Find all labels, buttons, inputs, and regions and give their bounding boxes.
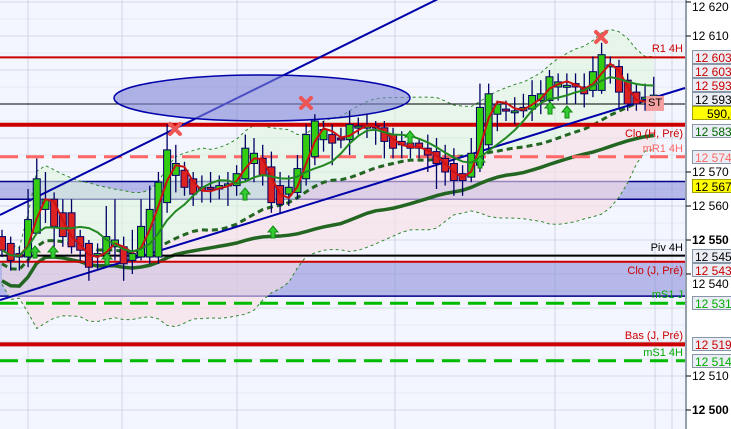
- price-label: 12 593,9: [692, 78, 731, 93]
- bollinger-lower-fill: [2, 99, 654, 329]
- level-tag: Bas (J, Pré): [624, 330, 683, 343]
- candle-body: [328, 134, 337, 144]
- candle-body: [536, 93, 545, 102]
- price-label: 12 545,4: [692, 248, 731, 263]
- price-label: 12 531,4: [692, 296, 731, 311]
- sell-signal-stroke: [299, 96, 313, 110]
- buy-arrow-icon: [28, 245, 42, 259]
- buy-arrow-icon: [238, 187, 252, 201]
- level-tag: R1 4H: [651, 43, 683, 56]
- price-label: 12 603,6: [692, 64, 731, 79]
- sell-signal-icon: [168, 122, 182, 136]
- buy-arrow-icon: [46, 245, 60, 259]
- buy-arrow-icon: [560, 105, 574, 119]
- candle-body: [632, 91, 641, 105]
- price-label: 12 514,5: [692, 353, 731, 368]
- buy-arrow-icon: [473, 155, 487, 169]
- candle-body: [310, 120, 319, 158]
- candle-body: [562, 84, 571, 88]
- price-label: 12 603,7: [692, 50, 731, 65]
- sell-signal-icon: [594, 30, 608, 44]
- buy-arrow-icon: [543, 101, 557, 115]
- candle-body: [345, 123, 354, 141]
- moving-average-fast: [1, 62, 655, 259]
- ellipse-zone: [113, 74, 411, 122]
- price-label: 12 574,5: [692, 149, 731, 164]
- bollinger-upper: [1, 28, 654, 251]
- candle-body: [284, 186, 293, 195]
- moving-average-medium: [1, 75, 654, 257]
- candle-body: [128, 253, 137, 261]
- level-tag: Clo (J, Pré): [627, 264, 683, 277]
- candle-body: [67, 212, 76, 248]
- price-label: 12 519,3: [692, 337, 731, 352]
- axis-tick-label: 12 610: [692, 29, 729, 43]
- candle-body: [24, 219, 33, 258]
- candle-body: [293, 168, 302, 193]
- candle-body: [6, 242, 15, 261]
- buy-arrow-icon: [403, 130, 417, 144]
- candle-body: [354, 125, 363, 129]
- trend-line-lower: [0, 87, 686, 301]
- candle-body: [180, 169, 189, 188]
- sell-signal-stroke: [168, 122, 182, 136]
- price-label: 12 543,6: [692, 262, 731, 277]
- candle-body: [502, 108, 511, 112]
- candle-body: [241, 147, 250, 180]
- axis-tick-label: 12 560: [692, 199, 729, 213]
- candle-body: [145, 208, 154, 258]
- axis-tick-label: 12 550: [692, 233, 729, 247]
- price-label: 590,0: [692, 106, 731, 121]
- price-label: 12 567,2: [692, 179, 731, 193]
- buy-arrow-icon: [100, 252, 114, 266]
- buy-arrow-icon: [266, 225, 280, 239]
- bollinger-upper-fill: [2, 29, 654, 270]
- axis-tick-label: 12 540: [692, 276, 729, 291]
- level-tag: mR1 4H: [642, 142, 683, 155]
- candle-body: [441, 157, 450, 173]
- axis-tick-label: 12 510: [692, 369, 729, 383]
- level-tag: Clo (H, Pré): [624, 127, 683, 140]
- axis-tick-label: 12 620: [692, 0, 729, 14]
- sell-signal-icon: [299, 96, 313, 110]
- candle-body: [206, 186, 215, 190]
- candle-body: [415, 142, 424, 149]
- level-tag: mS1 J: [651, 289, 683, 302]
- bollinger-lower: [1, 149, 654, 330]
- candle-body: [510, 110, 519, 114]
- candle-body: [154, 181, 163, 258]
- candle-body: [58, 212, 67, 238]
- candle-body: [467, 152, 476, 178]
- moving-average-dashed: [1, 98, 654, 271]
- candle-body: [0, 236, 6, 251]
- axis-tick-label: 12 500: [692, 403, 729, 417]
- level-tag: Piv 4H: [650, 241, 683, 254]
- axis-tick-label: 12 570: [692, 165, 729, 179]
- price-label: 12 593,1: [692, 92, 731, 107]
- price-label: 12 583,1: [692, 123, 731, 138]
- st-tag: ST: [646, 96, 665, 111]
- level-tag: mS1 4H: [643, 346, 683, 359]
- sell-signal-stroke: [594, 30, 608, 44]
